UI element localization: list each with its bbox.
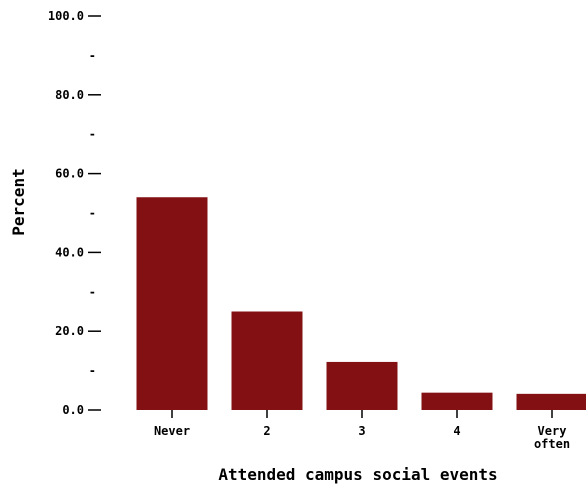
y-tick-label: 100.0 xyxy=(48,9,84,23)
y-tick-label: 40.0 xyxy=(55,245,84,259)
y-axis: 0.0 - 20.0 - 40.0 - 60.0 - 80.0 - 100.0 xyxy=(48,9,101,417)
bar xyxy=(231,311,303,410)
x-tick-label: 4 xyxy=(453,424,460,438)
x-tick-label: Never xyxy=(154,424,190,438)
x-axis-title: Attended campus social events xyxy=(218,465,497,484)
x-tick-label: 2 xyxy=(263,424,270,438)
bar xyxy=(136,197,208,410)
y-tick-label: 0.0 xyxy=(62,403,84,417)
y-tick-label: - xyxy=(89,206,96,220)
x-tick-label: 3 xyxy=(358,424,365,438)
x-tick-label: Very xyxy=(538,424,567,438)
y-tick-label: - xyxy=(89,364,96,378)
x-tick-label: often xyxy=(534,437,570,451)
y-tick-label: 60.0 xyxy=(55,167,84,181)
bar xyxy=(516,393,586,410)
y-tick-label: - xyxy=(89,48,96,62)
y-tick-label: 20.0 xyxy=(55,324,84,338)
y-tick-label: - xyxy=(89,127,96,141)
bar xyxy=(326,361,398,410)
y-axis-title: Percent xyxy=(9,168,28,235)
bars xyxy=(136,197,586,410)
y-tick-label: 80.0 xyxy=(55,88,84,102)
y-tick-label: - xyxy=(89,285,96,299)
bar xyxy=(421,392,493,410)
